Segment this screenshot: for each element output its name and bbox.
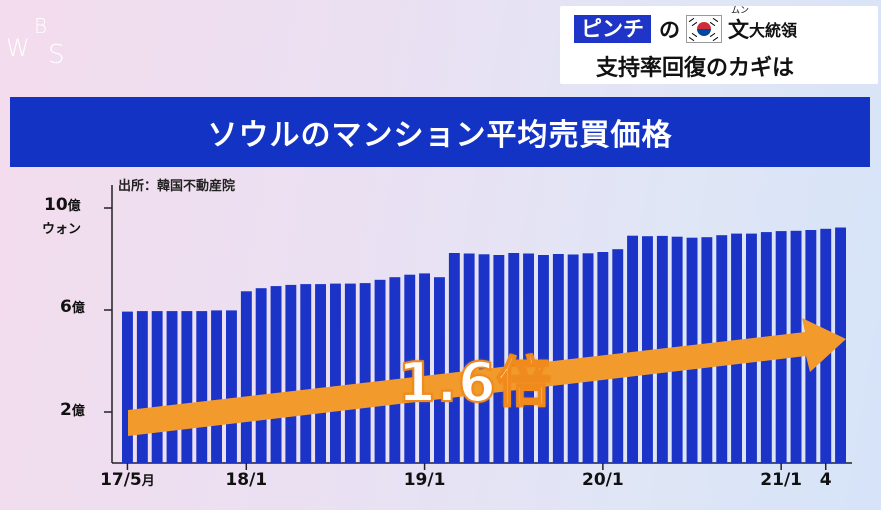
bar xyxy=(315,284,326,463)
growth-arrow xyxy=(128,318,846,436)
bar xyxy=(448,253,460,463)
bar xyxy=(523,253,534,463)
bar xyxy=(434,277,445,463)
chart-source: 出所：韓国不動産院 xyxy=(118,179,236,194)
headline-particle: の xyxy=(659,18,680,42)
x-tick-label: 17/5月 xyxy=(100,470,155,490)
wbs-logo: W B S xyxy=(6,8,76,72)
headline-box: ピンチ の 文ムン 大統領 支持率回復のカギは xyxy=(560,6,878,84)
bar xyxy=(226,310,237,463)
bar xyxy=(642,236,653,463)
bar xyxy=(166,311,178,463)
bar xyxy=(508,253,520,463)
x-tick-label: 4 xyxy=(819,470,832,490)
bar xyxy=(463,253,475,463)
y-tick-6: 6億 xyxy=(60,297,85,317)
bar xyxy=(419,273,430,463)
headline-badge: ピンチ xyxy=(574,15,651,43)
bar xyxy=(270,286,282,463)
logo-letter-b: B xyxy=(34,14,48,38)
chart-title: ソウルのマンション平均売買価格 xyxy=(10,97,870,167)
bar xyxy=(181,311,193,463)
headline-line2: 支持率回復のカギは xyxy=(596,56,795,81)
bar xyxy=(835,227,846,463)
y-axis-unit: ウォン xyxy=(42,222,82,237)
bar xyxy=(344,283,356,463)
bar xyxy=(478,254,490,463)
bar xyxy=(285,284,297,463)
headline-title: 大統領 xyxy=(749,21,798,40)
bar xyxy=(538,255,549,463)
bar xyxy=(255,288,267,463)
bar xyxy=(151,311,163,463)
south-korea-flag-icon xyxy=(686,15,722,43)
bar xyxy=(196,311,208,463)
bar xyxy=(374,279,386,463)
bar xyxy=(240,291,252,464)
x-tick-label: 21/1 xyxy=(760,470,802,490)
bar xyxy=(359,283,371,463)
bar xyxy=(552,254,564,463)
logo-letter-w: W xyxy=(6,34,30,62)
bar xyxy=(627,235,638,463)
bar xyxy=(300,284,312,463)
bar xyxy=(404,274,416,463)
y-tick-2: 2億 xyxy=(60,400,85,420)
bar xyxy=(122,311,133,463)
headline-name-ruby: ムン xyxy=(731,6,750,16)
bar xyxy=(389,277,401,463)
x-tick-label: 19/1 xyxy=(403,470,446,490)
headline-name: 文ムン xyxy=(728,6,749,44)
bar xyxy=(211,310,222,463)
bar xyxy=(493,255,505,463)
logo-letter-s: S xyxy=(48,40,65,70)
bar xyxy=(136,311,148,463)
x-tick-label: 20/1 xyxy=(582,470,624,490)
headline-line1: ピンチ の 文ムン 大統領 xyxy=(574,6,798,44)
growth-annotation: 1.6倍 xyxy=(397,350,552,415)
x-tick-label: 18/1 xyxy=(225,470,268,490)
bar xyxy=(330,283,341,463)
y-tick-10: 10億 xyxy=(44,195,81,215)
